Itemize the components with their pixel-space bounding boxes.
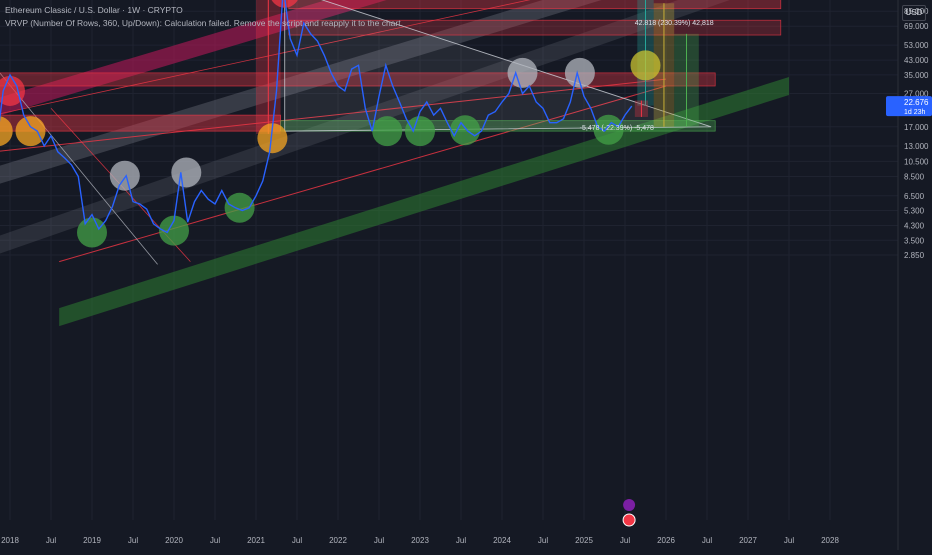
channel-band-grey (0, 0, 602, 184)
y-tick-label: 4.300 (904, 221, 925, 230)
low-marker (450, 115, 481, 146)
y-tick-label: 10.500 (904, 157, 929, 166)
y-tick-label: 3.500 (904, 236, 925, 245)
measure-label: 42.818 (230.39%) 42,818 (635, 20, 714, 27)
y-tick-label: 6.500 (904, 192, 925, 201)
x-tick-label: Jul (374, 536, 384, 545)
y-tick-label: 105.000 (904, 0, 932, 1)
current-price-tag (886, 96, 932, 117)
low-marker (405, 116, 435, 147)
x-tick-label: 2025 (575, 536, 593, 545)
current-price-countdown: 1d 23h (904, 109, 926, 116)
y-tick-label: 35.000 (904, 71, 929, 80)
x-tick-label: Jul (702, 536, 712, 545)
channel-band-grey-mid (0, 0, 730, 254)
x-tick-label: 2021 (247, 536, 265, 545)
low-marker (224, 192, 255, 223)
x-tick-label: Jul (620, 536, 630, 545)
target-zone-upper (288, 0, 782, 10)
pivot-marker (257, 123, 288, 154)
earnings-marker[interactable] (622, 513, 636, 527)
x-tick-label: 2026 (657, 536, 675, 545)
low-marker (77, 217, 107, 248)
x-tick-label: Jul (46, 536, 56, 545)
x-tick-label: Jul (210, 536, 220, 545)
channel-line-red (0, 78, 667, 152)
symbol-title: Ethereum Classic / U.S. Dollar · 1W · CR… (5, 5, 183, 15)
x-tick-label: Jul (784, 536, 794, 545)
x-tick-label: 2020 (165, 536, 183, 545)
pivot-marker (0, 116, 13, 146)
triangle-pattern (284, 0, 712, 132)
pivot-marker (109, 160, 140, 191)
pivot-marker (171, 157, 202, 188)
x-tick-label: 2024 (493, 536, 511, 545)
y-tick-label: 43.000 (904, 56, 929, 65)
low-marker (159, 215, 189, 246)
x-tick-label: Jul (538, 536, 548, 545)
channel-line-red-upper (0, 0, 531, 115)
high-marker (271, 0, 298, 8)
indicator-error: VRVP (Number Of Rows, 360, Up/Down): Cal… (5, 18, 403, 28)
x-tick-label: Jul (292, 536, 302, 545)
currency-button[interactable]: USD (902, 5, 926, 21)
low-marker (372, 116, 403, 147)
y-tick-label: 2.850 (904, 251, 925, 260)
measure-label: -5,478 (-22.39%) -5,478 (580, 125, 654, 132)
x-tick-label: 2019 (83, 536, 101, 545)
x-tick-label: 2027 (739, 536, 757, 545)
channel-band-red (0, 0, 387, 116)
y-tick-label: 13.000 (904, 142, 929, 151)
current-price-value: 22.676 (904, 98, 929, 107)
x-tick-label: 2018 (1, 536, 19, 545)
target-marker (630, 50, 661, 81)
y-tick-label: 5.300 (904, 206, 925, 215)
price-line (0, 0, 633, 234)
y-tick-label: 17.000 (904, 123, 929, 132)
x-tick-label: Jul (456, 536, 466, 545)
event-marker[interactable] (623, 499, 636, 511)
x-tick-label: 2028 (821, 536, 839, 545)
y-tick-label: 27.000 (904, 90, 929, 99)
pivot-marker (15, 116, 46, 147)
x-tick-label: Jul (128, 536, 138, 545)
x-tick-label: 2023 (411, 536, 429, 545)
y-tick-label: 8.500 (904, 173, 925, 182)
pivot-marker (507, 57, 538, 88)
pivot-marker (564, 57, 595, 88)
y-tick-label: 53.000 (904, 41, 929, 50)
y-tick-label: 85.000 (904, 7, 929, 16)
y-tick-label: 69.000 (904, 22, 929, 31)
x-tick-label: 2022 (329, 536, 347, 545)
low-marker (593, 114, 624, 145)
